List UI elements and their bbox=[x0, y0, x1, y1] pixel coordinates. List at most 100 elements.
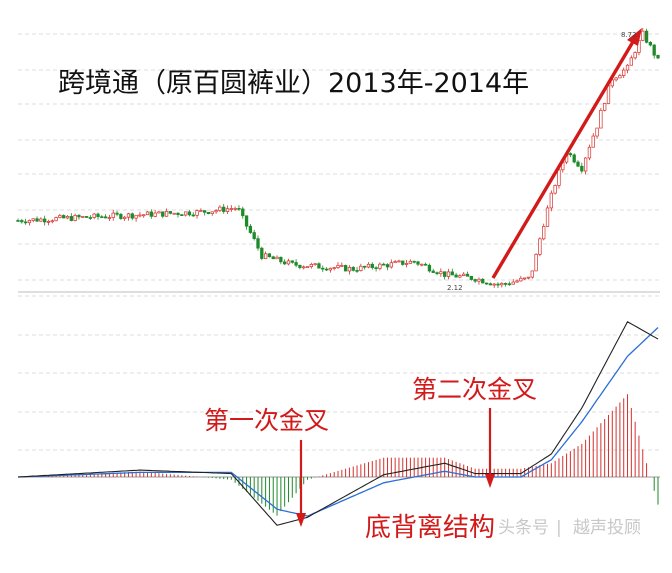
candle-body bbox=[641, 30, 645, 41]
candle-body bbox=[553, 185, 557, 194]
candle-body bbox=[443, 271, 447, 277]
candle-body bbox=[530, 270, 534, 278]
candle-body bbox=[244, 215, 249, 227]
candle-body bbox=[225, 208, 230, 212]
candle-body bbox=[507, 283, 512, 286]
candle-body bbox=[164, 211, 169, 217]
candle-body bbox=[321, 267, 325, 270]
candle-body bbox=[523, 277, 527, 280]
candle-body bbox=[187, 211, 192, 216]
candle-body bbox=[302, 266, 306, 269]
candle-body bbox=[115, 212, 119, 215]
candle-body bbox=[629, 57, 633, 66]
dif-line bbox=[17, 321, 659, 526]
candle-body bbox=[252, 232, 256, 239]
candle-body bbox=[260, 247, 264, 259]
candle-body bbox=[534, 253, 538, 272]
candle-body bbox=[652, 44, 656, 56]
candle-body bbox=[340, 265, 344, 267]
candle-body bbox=[439, 271, 443, 275]
second-cross-arrowhead bbox=[485, 474, 495, 488]
candle-body bbox=[633, 52, 637, 59]
candle-body bbox=[161, 211, 165, 217]
candle-body bbox=[142, 214, 146, 217]
candle-body bbox=[271, 256, 275, 260]
candle-body bbox=[77, 215, 81, 218]
candle-body bbox=[401, 260, 405, 265]
annotation-second-cross: 第二次金叉 bbox=[412, 375, 537, 404]
candle-body bbox=[16, 220, 20, 222]
candle-body bbox=[603, 103, 607, 111]
candle-body bbox=[549, 192, 553, 209]
candle-body bbox=[343, 265, 348, 272]
watermark-author: 越声投顾 bbox=[573, 518, 641, 538]
candle-body bbox=[370, 263, 374, 268]
candle-body bbox=[423, 263, 428, 266]
candle-body bbox=[191, 214, 195, 217]
candle-body bbox=[591, 135, 595, 148]
candle-body bbox=[149, 211, 153, 217]
candle-body bbox=[397, 260, 401, 263]
candle-body bbox=[256, 238, 260, 249]
candle-body bbox=[625, 64, 630, 71]
candle-body bbox=[267, 253, 272, 258]
candle-body bbox=[103, 216, 108, 219]
candle-body bbox=[469, 275, 473, 280]
candle-body bbox=[23, 221, 28, 224]
candle-body bbox=[347, 266, 352, 272]
candle-body bbox=[50, 220, 54, 223]
candle-body bbox=[359, 265, 363, 272]
candle-body bbox=[389, 262, 393, 268]
candle-body bbox=[492, 283, 496, 286]
candle-body bbox=[351, 266, 355, 271]
candle-body bbox=[382, 263, 386, 266]
trend-arrowhead bbox=[627, 28, 642, 46]
candle-body bbox=[183, 211, 188, 216]
candle-body bbox=[488, 283, 493, 286]
candle-body bbox=[526, 276, 531, 279]
candle-body bbox=[446, 271, 451, 277]
candle-body bbox=[644, 30, 649, 43]
candle-body bbox=[206, 211, 211, 214]
annotation-bottom-divergence: 底背离结构 bbox=[365, 513, 495, 543]
candle-body bbox=[35, 218, 39, 222]
watermark-source: 头条号 bbox=[498, 518, 549, 538]
candle-body bbox=[363, 265, 367, 268]
candle-body bbox=[62, 215, 66, 219]
candle-body bbox=[168, 211, 173, 214]
candle-body bbox=[313, 263, 317, 266]
candle-body bbox=[599, 109, 603, 129]
candle-body bbox=[618, 75, 622, 79]
candle-body bbox=[241, 208, 245, 217]
candle-body bbox=[54, 217, 58, 222]
candle-body bbox=[134, 214, 138, 219]
candle-body bbox=[305, 266, 310, 268]
candle-body bbox=[275, 256, 279, 260]
candle-body bbox=[107, 217, 112, 219]
candle-body bbox=[58, 215, 62, 218]
candle-body bbox=[111, 212, 115, 218]
candle-body bbox=[355, 270, 359, 272]
candle-body bbox=[519, 277, 523, 282]
candle-body bbox=[450, 271, 454, 276]
candle-body bbox=[336, 265, 340, 268]
first-cross-arrowhead bbox=[296, 513, 306, 527]
candle-body bbox=[656, 54, 660, 59]
low-price-label: 2.12 bbox=[447, 284, 463, 292]
candle-body bbox=[587, 146, 592, 159]
candle-body bbox=[431, 270, 435, 273]
candle-body bbox=[248, 225, 253, 233]
candle-body bbox=[203, 210, 207, 213]
candle-body bbox=[412, 260, 416, 263]
candle-body bbox=[145, 211, 150, 216]
candle-body bbox=[614, 77, 618, 81]
candle-body bbox=[622, 69, 626, 76]
candle-body bbox=[222, 206, 226, 212]
candle-body bbox=[96, 213, 100, 218]
candle-body bbox=[286, 260, 291, 265]
candle-body bbox=[427, 264, 432, 272]
candle-body bbox=[648, 41, 653, 46]
macd-histogram bbox=[21, 394, 659, 516]
candle-body bbox=[73, 215, 77, 221]
candle-body bbox=[385, 264, 390, 268]
